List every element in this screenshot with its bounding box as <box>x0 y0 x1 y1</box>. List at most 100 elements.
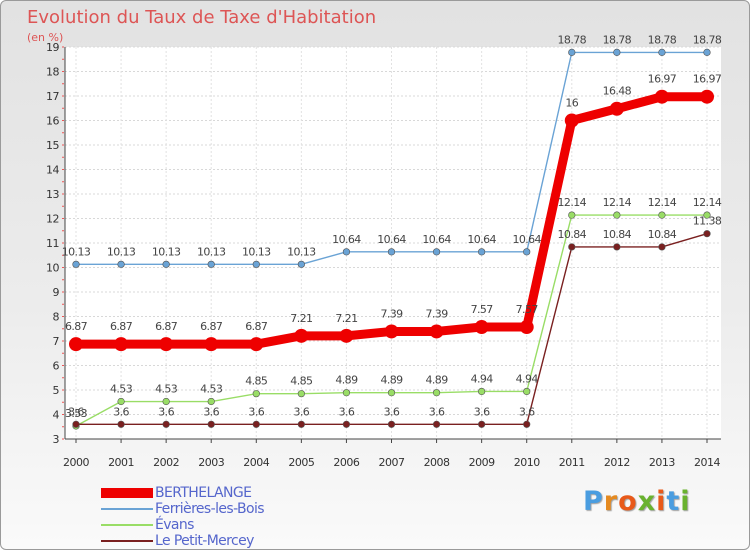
x-tick-label: 2009 <box>469 456 495 469</box>
data-label: 16.48 <box>603 85 632 98</box>
x-tick-label: 2003 <box>198 456 224 469</box>
y-tick-label: 11 <box>46 237 59 250</box>
chart-title: Evolution du Taux de Taxe d'Habitation <box>27 7 377 28</box>
data-label: 3.6 <box>294 405 310 418</box>
legend-label: BERTHELANGE <box>155 485 252 501</box>
data-label: 10.84 <box>648 228 677 241</box>
data-label: 10.13 <box>107 245 136 258</box>
data-label: 3.6 <box>158 405 174 418</box>
data-label: 10.64 <box>377 233 406 246</box>
data-point <box>159 337 174 352</box>
data-label: 12.14 <box>603 196 632 209</box>
data-point <box>613 243 621 251</box>
legend-swatch <box>101 488 153 498</box>
data-label: 7.57 <box>516 303 539 316</box>
logo-letter: i <box>680 486 691 517</box>
legend-swatch <box>101 508 153 510</box>
y-tick-label: 18 <box>46 66 59 79</box>
x-tick-label: 2002 <box>153 456 179 469</box>
data-label: 6.87 <box>200 320 223 333</box>
logo-letter: x <box>637 486 657 517</box>
data-label: 16.97 <box>693 73 722 86</box>
data-point <box>474 320 489 335</box>
data-point <box>609 101 624 116</box>
data-label: 4.89 <box>426 374 449 387</box>
data-label: 3.6 <box>68 405 84 418</box>
data-point <box>117 260 125 268</box>
data-label: 18.78 <box>693 33 722 46</box>
x-tick-label: 2012 <box>604 456 630 469</box>
data-label: 10.64 <box>512 233 541 246</box>
data-label: 4.89 <box>335 374 358 387</box>
logo-letter: P <box>583 486 604 517</box>
data-label: 6.87 <box>110 320 133 333</box>
data-label: 4.53 <box>155 383 178 396</box>
legend-label: Le Petit-Mercey <box>155 533 254 549</box>
data-label: 7.57 <box>471 303 494 316</box>
data-label: 10.84 <box>603 228 632 241</box>
data-label: 6.87 <box>65 320 88 333</box>
x-tick-label: 2005 <box>288 456 314 469</box>
y-tick-label: 13 <box>46 188 59 201</box>
data-label: 4.94 <box>471 372 494 385</box>
data-point <box>72 420 80 428</box>
y-tick-label: 7 <box>53 335 60 348</box>
data-point <box>204 337 219 352</box>
data-label: 10.13 <box>62 245 91 258</box>
data-label: 10.13 <box>242 245 271 258</box>
data-label: 18.78 <box>558 33 587 46</box>
data-point <box>703 48 711 56</box>
legend-swatch <box>101 524 153 526</box>
y-tick-label: 5 <box>53 384 60 397</box>
data-point <box>523 387 531 396</box>
y-tick-label: 17 <box>46 90 59 103</box>
data-point <box>114 337 129 352</box>
data-point <box>387 389 396 397</box>
data-point <box>207 260 215 268</box>
data-point <box>387 248 396 256</box>
logo-letter: i <box>656 486 667 517</box>
data-point <box>613 48 621 56</box>
data-point <box>700 89 714 104</box>
y-tick-label: 12 <box>46 213 59 226</box>
data-label: 3.6 <box>519 405 535 418</box>
data-point <box>523 420 531 428</box>
data-point <box>654 89 669 104</box>
y-tick-label: 4 <box>53 409 60 422</box>
data-label: 4.53 <box>200 383 223 396</box>
data-label: 7.21 <box>335 312 357 325</box>
data-label: 7.39 <box>380 307 403 320</box>
legend-label: Ferrières-les-Bois <box>155 501 265 517</box>
data-point <box>252 420 260 428</box>
data-label: 3.6 <box>384 405 400 418</box>
data-label: 16.97 <box>648 73 677 86</box>
proxiti-logo: Proxiti <box>583 486 691 517</box>
x-tick-label: 2001 <box>108 456 134 469</box>
data-point <box>294 328 309 343</box>
data-label: 4.53 <box>110 383 133 396</box>
legend-label: Évans <box>155 517 194 533</box>
data-label: 10.64 <box>422 233 451 246</box>
x-tick-label: 2000 <box>63 456 89 469</box>
y-tick-label: 6 <box>53 360 60 373</box>
data-point <box>162 397 170 406</box>
data-point <box>564 113 579 128</box>
data-point <box>478 387 486 396</box>
y-tick-label: 10 <box>46 262 59 275</box>
data-label: 18.78 <box>648 33 677 46</box>
data-point <box>478 420 486 428</box>
data-label: 3.6 <box>203 405 219 418</box>
data-label: 10.84 <box>558 228 587 241</box>
data-point <box>69 337 83 352</box>
data-point <box>117 397 125 406</box>
data-point <box>478 248 486 256</box>
data-label: 11.38 <box>693 215 722 228</box>
data-label: 6.87 <box>155 320 178 333</box>
data-point <box>613 211 621 219</box>
data-label: 4.89 <box>380 374 403 387</box>
x-tick-label: 2010 <box>514 456 540 469</box>
data-label: 18.78 <box>603 33 632 46</box>
y-tick-label: 16 <box>46 115 59 128</box>
